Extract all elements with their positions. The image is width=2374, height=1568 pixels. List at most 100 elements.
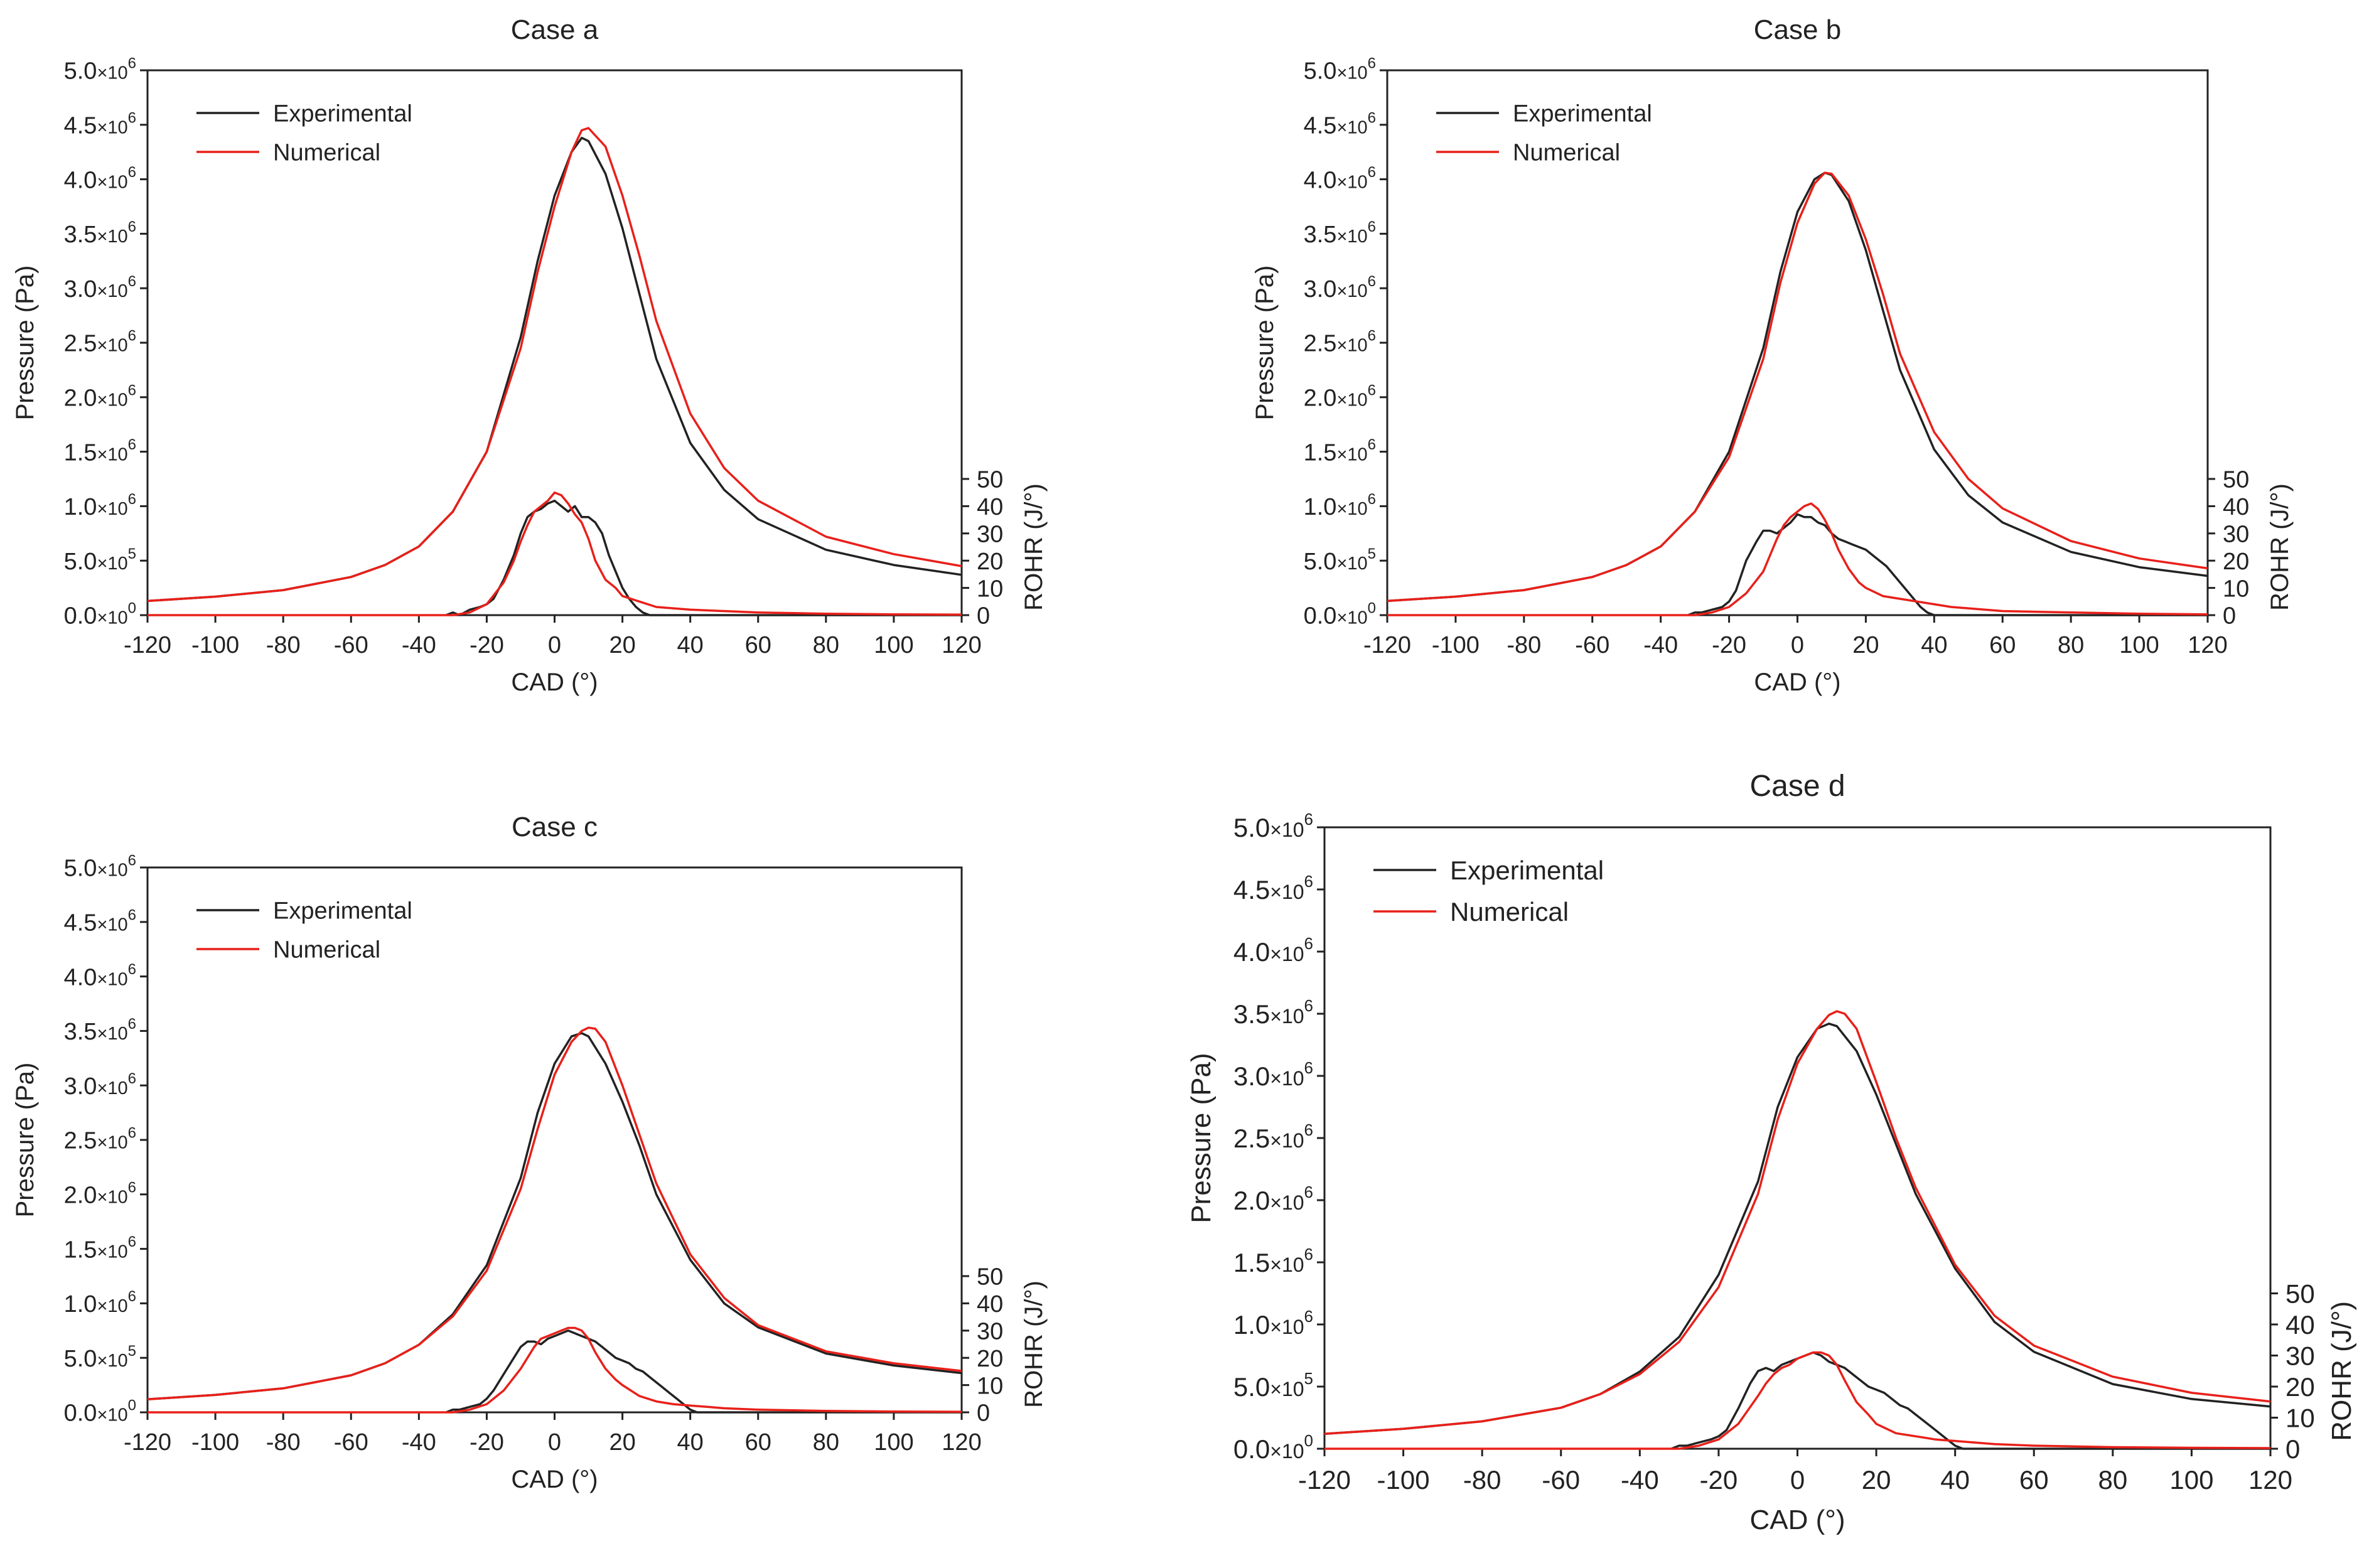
y-tick-label: 5.0×105 <box>1233 1369 1313 1402</box>
y-tick-times-ten: ×10 <box>97 444 127 464</box>
y-tick-times-ten: ×10 <box>97 1405 127 1426</box>
y-tick-label: 5.0×105 <box>1304 545 1376 575</box>
y-tick-exponent: 6 <box>1368 109 1376 126</box>
y2-tick-label: 30 <box>2285 1341 2315 1371</box>
chart-title: Case b <box>1754 14 1841 45</box>
y-tick-exponent: 6 <box>1304 872 1313 891</box>
y-tick-mantissa: 3.0 <box>1233 1061 1270 1091</box>
x-tick-label: 60 <box>745 632 771 658</box>
y-tick-label: 4.5×106 <box>64 906 136 936</box>
y-tick-mantissa: 3.5 <box>64 1019 97 1045</box>
y-tick-exponent: 6 <box>128 109 136 126</box>
y-tick-label: 1.5×106 <box>1233 1245 1313 1277</box>
y-tick-times-ten: ×10 <box>97 336 127 356</box>
y2-tick-label: 50 <box>2285 1279 2315 1309</box>
chart-panel-case-b: Case b-120 -100 -80 -60 -40 -20 0 20 40 60 80 100 12… <box>1251 14 2294 696</box>
y2-tick-label: 40 <box>2285 1310 2315 1340</box>
x-axis-label: CAD (°) <box>1749 1505 1845 1535</box>
y-tick-times-ten: ×10 <box>1336 117 1367 137</box>
y-tick-times-ten: ×10 <box>1336 336 1367 356</box>
y-tick-label: 3.5×106 <box>64 1016 136 1045</box>
legend-label: Numerical <box>1513 140 1620 166</box>
y-tick-times-ten: ×10 <box>1336 608 1367 628</box>
y2-tick-label: 20 <box>977 549 1003 575</box>
y-tick-label: 4.0×106 <box>1304 164 1376 193</box>
y-tick-mantissa: 2.0 <box>64 1182 97 1208</box>
y-tick-label: 5.0×105 <box>64 545 136 575</box>
y-tick-exponent: 5 <box>1304 1369 1313 1388</box>
y-tick-mantissa: 0.0 <box>64 603 97 630</box>
x-tick-label: -40 <box>402 632 436 658</box>
y-axis-label: Pressure (Pa) <box>11 1063 39 1218</box>
numerical-rohr-line <box>148 1326 962 1414</box>
legend-label: Experimental <box>1450 856 1604 885</box>
x-tick-label: 80 <box>813 632 839 658</box>
y-tick-exponent: 6 <box>128 1179 136 1196</box>
x-tick-label: 80 <box>2098 1465 2127 1495</box>
legend-label: Numerical <box>273 140 380 166</box>
y-tick-times-ten: ×10 <box>1270 819 1304 841</box>
experimental-rohr-line <box>445 499 962 616</box>
y-tick-mantissa: 5.0 <box>64 549 97 575</box>
x-tick-label: -120 <box>1363 632 1411 658</box>
legend-label: Experimental <box>273 101 412 127</box>
y2-tick-label: 30 <box>2223 521 2249 547</box>
x-tick-label: 0 <box>1790 1465 1805 1495</box>
numerical-pressure-line <box>1387 171 2208 603</box>
x-axis-label: CAD (°) <box>511 1466 598 1493</box>
y-tick-mantissa: 4.5 <box>1233 875 1270 905</box>
y-tick-label: 1.0×106 <box>64 491 136 520</box>
y-tick-exponent: 6 <box>1304 1120 1313 1139</box>
y-tick-exponent: 0 <box>1304 1431 1313 1450</box>
chart-title: Case c <box>512 812 598 842</box>
x-tick-label: -20 <box>1712 632 1746 658</box>
y-tick-exponent: 5 <box>1368 545 1376 562</box>
y-tick-times-ten: ×10 <box>1336 499 1367 519</box>
y-tick-times-ten: ×10 <box>1270 1191 1304 1214</box>
y-tick-mantissa: 2.5 <box>1233 1124 1270 1153</box>
y-tick-times-ten: ×10 <box>1336 444 1367 464</box>
y2-axis-label: ROHR (J/°) <box>1020 1281 1048 1408</box>
y-tick-exponent: 6 <box>128 164 136 181</box>
y-tick-label: 3.0×106 <box>1233 1058 1313 1091</box>
y-tick-mantissa: 5.0 <box>1233 1372 1270 1402</box>
y-tick-times-ten: ×10 <box>1270 1067 1304 1090</box>
x-tick-label: 120 <box>2188 632 2227 658</box>
y-tick-mantissa: 4.0 <box>1304 167 1337 193</box>
chart-title: Case a <box>511 14 599 45</box>
y-tick-mantissa: 0.0 <box>64 1400 97 1427</box>
y-tick-times-ten: ×10 <box>1270 943 1304 965</box>
x-tick-label: -100 <box>1432 632 1480 658</box>
y-tick-exponent: 5 <box>128 1343 136 1360</box>
y-tick-label: 0.0×100 <box>1304 600 1376 630</box>
legend-label: Experimental <box>273 898 412 925</box>
y-tick-mantissa: 4.0 <box>64 167 97 193</box>
chart-panel-case-c: Case c-120 -100 -80 -60 -40 -20 0 20 40 60 80 100 12… <box>11 812 1048 1493</box>
x-tick-label: 0 <box>548 632 561 658</box>
y-tick-mantissa: 1.0 <box>1233 1310 1270 1340</box>
y-tick-times-ten: ×10 <box>97 1133 127 1153</box>
y-tick-exponent: 0 <box>128 1397 136 1414</box>
y-tick-mantissa: 0.0 <box>1233 1434 1270 1464</box>
y-tick-mantissa: 3.5 <box>64 222 97 248</box>
y-tick-exponent: 6 <box>1368 273 1376 290</box>
y-tick-times-ten: ×10 <box>1336 172 1367 192</box>
y-tick-mantissa: 0.0 <box>1304 603 1337 630</box>
y-tick-mantissa: 1.5 <box>1233 1248 1270 1277</box>
y-tick-mantissa: 4.5 <box>64 112 97 139</box>
y-tick-label: 4.5×106 <box>64 109 136 139</box>
y-tick-mantissa: 5.0 <box>64 856 97 882</box>
y-tick-times-ten: ×10 <box>97 915 127 935</box>
y-tick-times-ten: ×10 <box>97 172 127 192</box>
chart-title: Case d <box>1749 770 1845 803</box>
y2-tick-label: 50 <box>2223 467 2249 493</box>
y-tick-times-ten: ×10 <box>97 63 127 83</box>
x-tick-label: -120 <box>1298 1465 1351 1495</box>
x-tick-label: 40 <box>1940 1465 1970 1495</box>
y-tick-exponent: 6 <box>1368 218 1376 235</box>
y-tick-exponent: 6 <box>128 436 136 453</box>
y-tick-label: 3.5×106 <box>1233 996 1313 1029</box>
y-tick-label: 1.5×106 <box>1304 436 1376 466</box>
x-tick-label: -100 <box>1377 1465 1430 1495</box>
y-tick-mantissa: 3.5 <box>1304 222 1337 248</box>
